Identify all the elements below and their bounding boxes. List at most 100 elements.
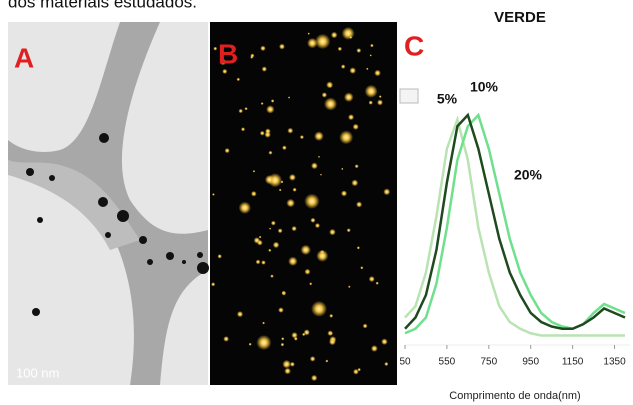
bright-spot bbox=[356, 48, 361, 53]
bright-spot bbox=[311, 301, 327, 317]
bright-spot bbox=[278, 307, 284, 313]
bright-spot bbox=[341, 168, 343, 170]
bright-spot bbox=[212, 193, 215, 196]
bright-spot bbox=[318, 156, 320, 158]
bright-spot bbox=[287, 128, 293, 134]
bright-spot bbox=[241, 127, 245, 131]
bright-spot bbox=[293, 188, 297, 192]
bright-spot bbox=[281, 180, 284, 183]
x-tick-label: 750 bbox=[480, 357, 497, 368]
bright-spot bbox=[341, 64, 346, 69]
bright-spot bbox=[363, 324, 368, 329]
bright-spot bbox=[379, 95, 382, 98]
bright-spot bbox=[256, 260, 261, 265]
bright-spot bbox=[238, 109, 242, 113]
bright-spot bbox=[268, 151, 272, 155]
bright-spot bbox=[259, 236, 262, 239]
bright-spot bbox=[237, 78, 241, 82]
bright-spot bbox=[329, 338, 336, 345]
bright-spot bbox=[266, 105, 274, 113]
bright-spot bbox=[222, 69, 227, 74]
bright-spot bbox=[253, 170, 255, 172]
bright-spot bbox=[320, 174, 322, 176]
bright-spot bbox=[353, 124, 359, 130]
bright-spot bbox=[311, 162, 318, 169]
bright-spot bbox=[310, 218, 315, 223]
bright-spot bbox=[353, 369, 359, 375]
bright-spot bbox=[262, 66, 267, 71]
x-tick-label: 550 bbox=[439, 357, 456, 368]
widget-box bbox=[400, 89, 418, 103]
bright-spot bbox=[237, 311, 243, 317]
bright-spot bbox=[342, 27, 355, 40]
bright-spot bbox=[377, 99, 383, 105]
bright-spot bbox=[348, 286, 351, 289]
bright-spot bbox=[369, 276, 375, 282]
bright-spot bbox=[304, 329, 310, 335]
panel-label: C bbox=[404, 30, 424, 61]
bright-spot bbox=[383, 188, 390, 195]
bright-spot bbox=[300, 135, 304, 139]
bright-spot bbox=[370, 54, 372, 56]
bright-spot bbox=[244, 107, 247, 110]
bright-spot bbox=[249, 343, 252, 346]
bright-spot bbox=[324, 97, 337, 110]
bright-spot bbox=[329, 229, 336, 236]
bright-spot bbox=[338, 47, 342, 51]
bright-spot bbox=[301, 245, 311, 255]
bright-spot bbox=[288, 96, 290, 98]
scale-bar-label: 100 nm bbox=[16, 365, 59, 380]
bright-spot bbox=[314, 131, 324, 141]
bright-spot bbox=[271, 99, 274, 102]
bright-spot bbox=[315, 34, 330, 49]
bright-spot bbox=[270, 274, 273, 277]
bright-spot bbox=[347, 228, 351, 232]
bright-spot bbox=[261, 102, 264, 105]
bright-spot bbox=[322, 92, 327, 97]
bright-spot bbox=[351, 179, 358, 186]
x-tick-label: 1350 bbox=[603, 357, 626, 368]
bright-spot bbox=[311, 375, 317, 381]
bright-spot bbox=[251, 191, 257, 197]
bright-spot bbox=[289, 174, 296, 181]
series-label: 10% bbox=[470, 79, 499, 95]
bright-spot bbox=[279, 44, 285, 50]
chart-title: VERDE bbox=[494, 9, 546, 26]
bright-spot bbox=[281, 337, 284, 340]
bright-spot bbox=[384, 362, 388, 366]
bright-spot bbox=[279, 189, 282, 192]
bright-spot bbox=[217, 254, 221, 258]
x-tick-label: 1150 bbox=[562, 357, 584, 368]
bright-spot bbox=[370, 44, 374, 48]
bright-spot bbox=[316, 250, 328, 262]
bright-spot bbox=[284, 368, 291, 375]
bright-spot bbox=[239, 202, 251, 214]
series-label: 20% bbox=[514, 167, 543, 183]
bright-spot bbox=[308, 32, 310, 34]
series-label: 5% bbox=[437, 91, 458, 107]
panel-label: A bbox=[14, 42, 34, 73]
bright-spot bbox=[331, 32, 338, 39]
bright-spot bbox=[213, 47, 217, 51]
bright-spot bbox=[329, 85, 332, 88]
bright-spot bbox=[309, 282, 312, 285]
bright-spot bbox=[264, 131, 270, 137]
bright-spot bbox=[355, 164, 359, 168]
bright-spot bbox=[329, 314, 333, 318]
bright-spot bbox=[282, 145, 287, 150]
caption: dos materiais estudados. bbox=[8, 0, 197, 11]
bright-spot bbox=[310, 356, 316, 362]
bright-spot bbox=[360, 266, 363, 269]
bright-spot bbox=[344, 92, 354, 102]
bright-spot bbox=[271, 221, 276, 226]
bright-spot bbox=[261, 260, 266, 265]
spectrum-line bbox=[405, 115, 625, 329]
bright-spot bbox=[225, 148, 230, 153]
bright-spot bbox=[306, 271, 308, 273]
bright-spot bbox=[281, 343, 285, 347]
bright-spot bbox=[278, 228, 283, 233]
bright-spot bbox=[369, 100, 373, 104]
darkfield-background bbox=[210, 22, 397, 385]
x-axis-label: Comprimento de onda(nm) bbox=[449, 390, 580, 402]
